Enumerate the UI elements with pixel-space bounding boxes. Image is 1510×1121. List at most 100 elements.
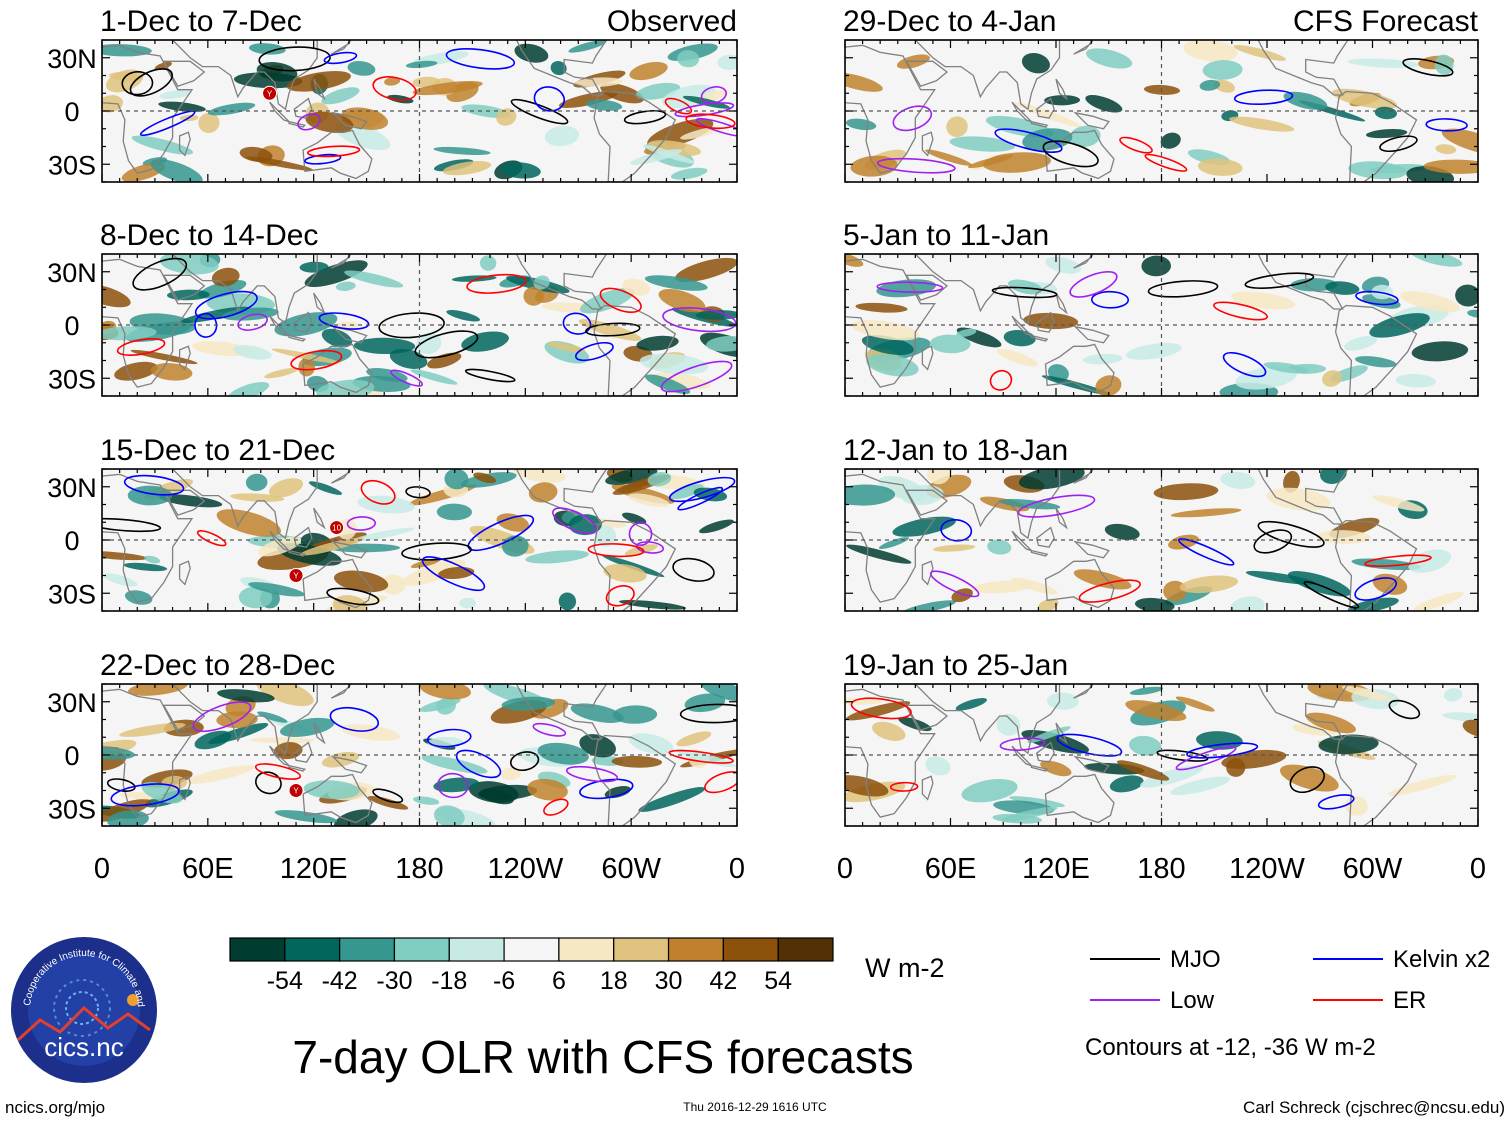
olr-anomaly-blob (227, 382, 270, 396)
contour-line (1078, 579, 1141, 603)
contour-line (1178, 538, 1235, 566)
olr-anomaly-blob (1443, 688, 1463, 702)
olr-anomaly-blob (604, 785, 631, 799)
contour-line (326, 587, 380, 606)
x-tick-label: 120E (1022, 853, 1090, 885)
olr-anomaly-blob (525, 550, 589, 564)
colorbar-swatch (777, 937, 834, 962)
x-tick-label: 60E (925, 853, 977, 885)
land-outline (102, 684, 318, 755)
olr-anomaly-blob (268, 478, 304, 498)
land-outline (845, 684, 1061, 755)
olr-anomaly-blob (550, 60, 567, 76)
contour-line (1364, 554, 1432, 567)
land-outline (921, 560, 934, 586)
land-outline (269, 315, 290, 337)
olr-anomaly-blob (1160, 132, 1181, 149)
map-panel: 30N 0 30S 8-Dec to 14-Dec (47, 219, 738, 397)
land-outline (1073, 684, 1094, 699)
land-outline (178, 345, 191, 371)
olr-anomaly-blob (1170, 776, 1231, 796)
land-outline (288, 120, 307, 128)
website-link[interactable]: ncics.org/mjo (5, 1098, 105, 1117)
olr-anomaly-blob (258, 536, 302, 557)
olr-anomaly-blob (416, 332, 442, 355)
land-outline (593, 90, 677, 182)
contour-line (372, 76, 417, 101)
olr-anomaly-blob (217, 689, 275, 703)
olr-anomaly-blob (479, 255, 497, 271)
author-credit: Carl Schreck (cjschrec@ncsu.edu) (1243, 1098, 1505, 1117)
olr-anomaly-blob (1109, 775, 1144, 793)
olr-anomaly-blob (102, 551, 148, 561)
olr-anomaly-blob (866, 354, 919, 377)
contour-line (1303, 580, 1360, 609)
contour-line (1222, 351, 1267, 378)
colorbar-tick-label: 54 (764, 967, 792, 995)
olr-anomaly-blob (717, 54, 737, 70)
storm-marker: Y (288, 783, 304, 798)
storm-marker-icon (329, 520, 345, 536)
olr-anomaly-blob (1183, 40, 1238, 62)
land-outline (162, 704, 206, 731)
olr-anomaly-blob (446, 309, 481, 322)
olr-anomaly-blob (387, 94, 414, 104)
panel-date-label: 19-Jan to 25-Jan (843, 649, 1068, 682)
land-outline (593, 304, 677, 396)
contour-note: Contours at -12, -36 W m-2 (1085, 1034, 1376, 1061)
olr-anomaly-blob (1197, 158, 1243, 176)
olr-anomaly-blob (131, 135, 194, 155)
land-outline (1055, 507, 1068, 530)
olr-anomaly-blob (1196, 731, 1243, 750)
olr-anomaly-blob (473, 472, 497, 484)
contour-line (466, 273, 527, 294)
contour-line (1253, 529, 1293, 554)
contour-line (132, 257, 188, 291)
olr-anomaly-blob (1125, 700, 1187, 722)
x-tick-label: 120E (280, 853, 348, 885)
land-outline (293, 741, 313, 763)
contour-line (1056, 733, 1123, 757)
olr-anomaly-blob (410, 369, 458, 385)
olr-anomaly-blob (1116, 760, 1170, 781)
olr-anomaly-blob (680, 126, 721, 140)
land-outline (331, 111, 368, 130)
olr-anomaly-blob (1365, 129, 1408, 139)
olr-anomaly-blob (1134, 597, 1175, 611)
contour-line (139, 110, 196, 137)
olr-anomaly-blob (222, 307, 279, 321)
contour-line (989, 369, 1013, 391)
olr-anomaly-blob (427, 736, 463, 748)
contour-line (628, 521, 653, 547)
olr-anomaly-blob (421, 755, 488, 774)
olr-anomaly-blob (248, 582, 305, 597)
olr-anomaly-blob (512, 469, 566, 483)
olr-anomaly-blob (1220, 471, 1256, 489)
olr-anomaly-blob (264, 367, 299, 379)
olr-anomaly-blob (102, 284, 131, 308)
olr-anomaly-blob (158, 101, 206, 112)
land-outline (1030, 764, 1049, 772)
land-outline (293, 526, 313, 548)
land-outline (1044, 773, 1115, 824)
colorbar-tick-label: -18 (431, 967, 467, 995)
contour-line (1147, 280, 1219, 298)
olr-anomaly-blob (845, 484, 896, 506)
olr-anomaly-blob (211, 267, 240, 287)
olr-anomaly-blob (946, 116, 968, 138)
land-outline (1257, 40, 1349, 96)
olr-anomaly-blob (1153, 483, 1219, 501)
olr-anomaly-blob (367, 796, 409, 810)
olr-anomaly-blob (845, 698, 883, 705)
olr-anomaly-blob (982, 152, 1051, 173)
contour-line (1090, 290, 1130, 309)
contour-line (850, 697, 912, 720)
contour-line (664, 97, 693, 115)
contour-line (306, 145, 361, 158)
contour-line (414, 330, 479, 359)
land-outline (1334, 90, 1418, 182)
land-outline (1257, 469, 1349, 525)
contour-line (121, 71, 154, 96)
y-tick-label: 30S (48, 579, 96, 609)
olr-anomaly-blob (1037, 598, 1059, 611)
